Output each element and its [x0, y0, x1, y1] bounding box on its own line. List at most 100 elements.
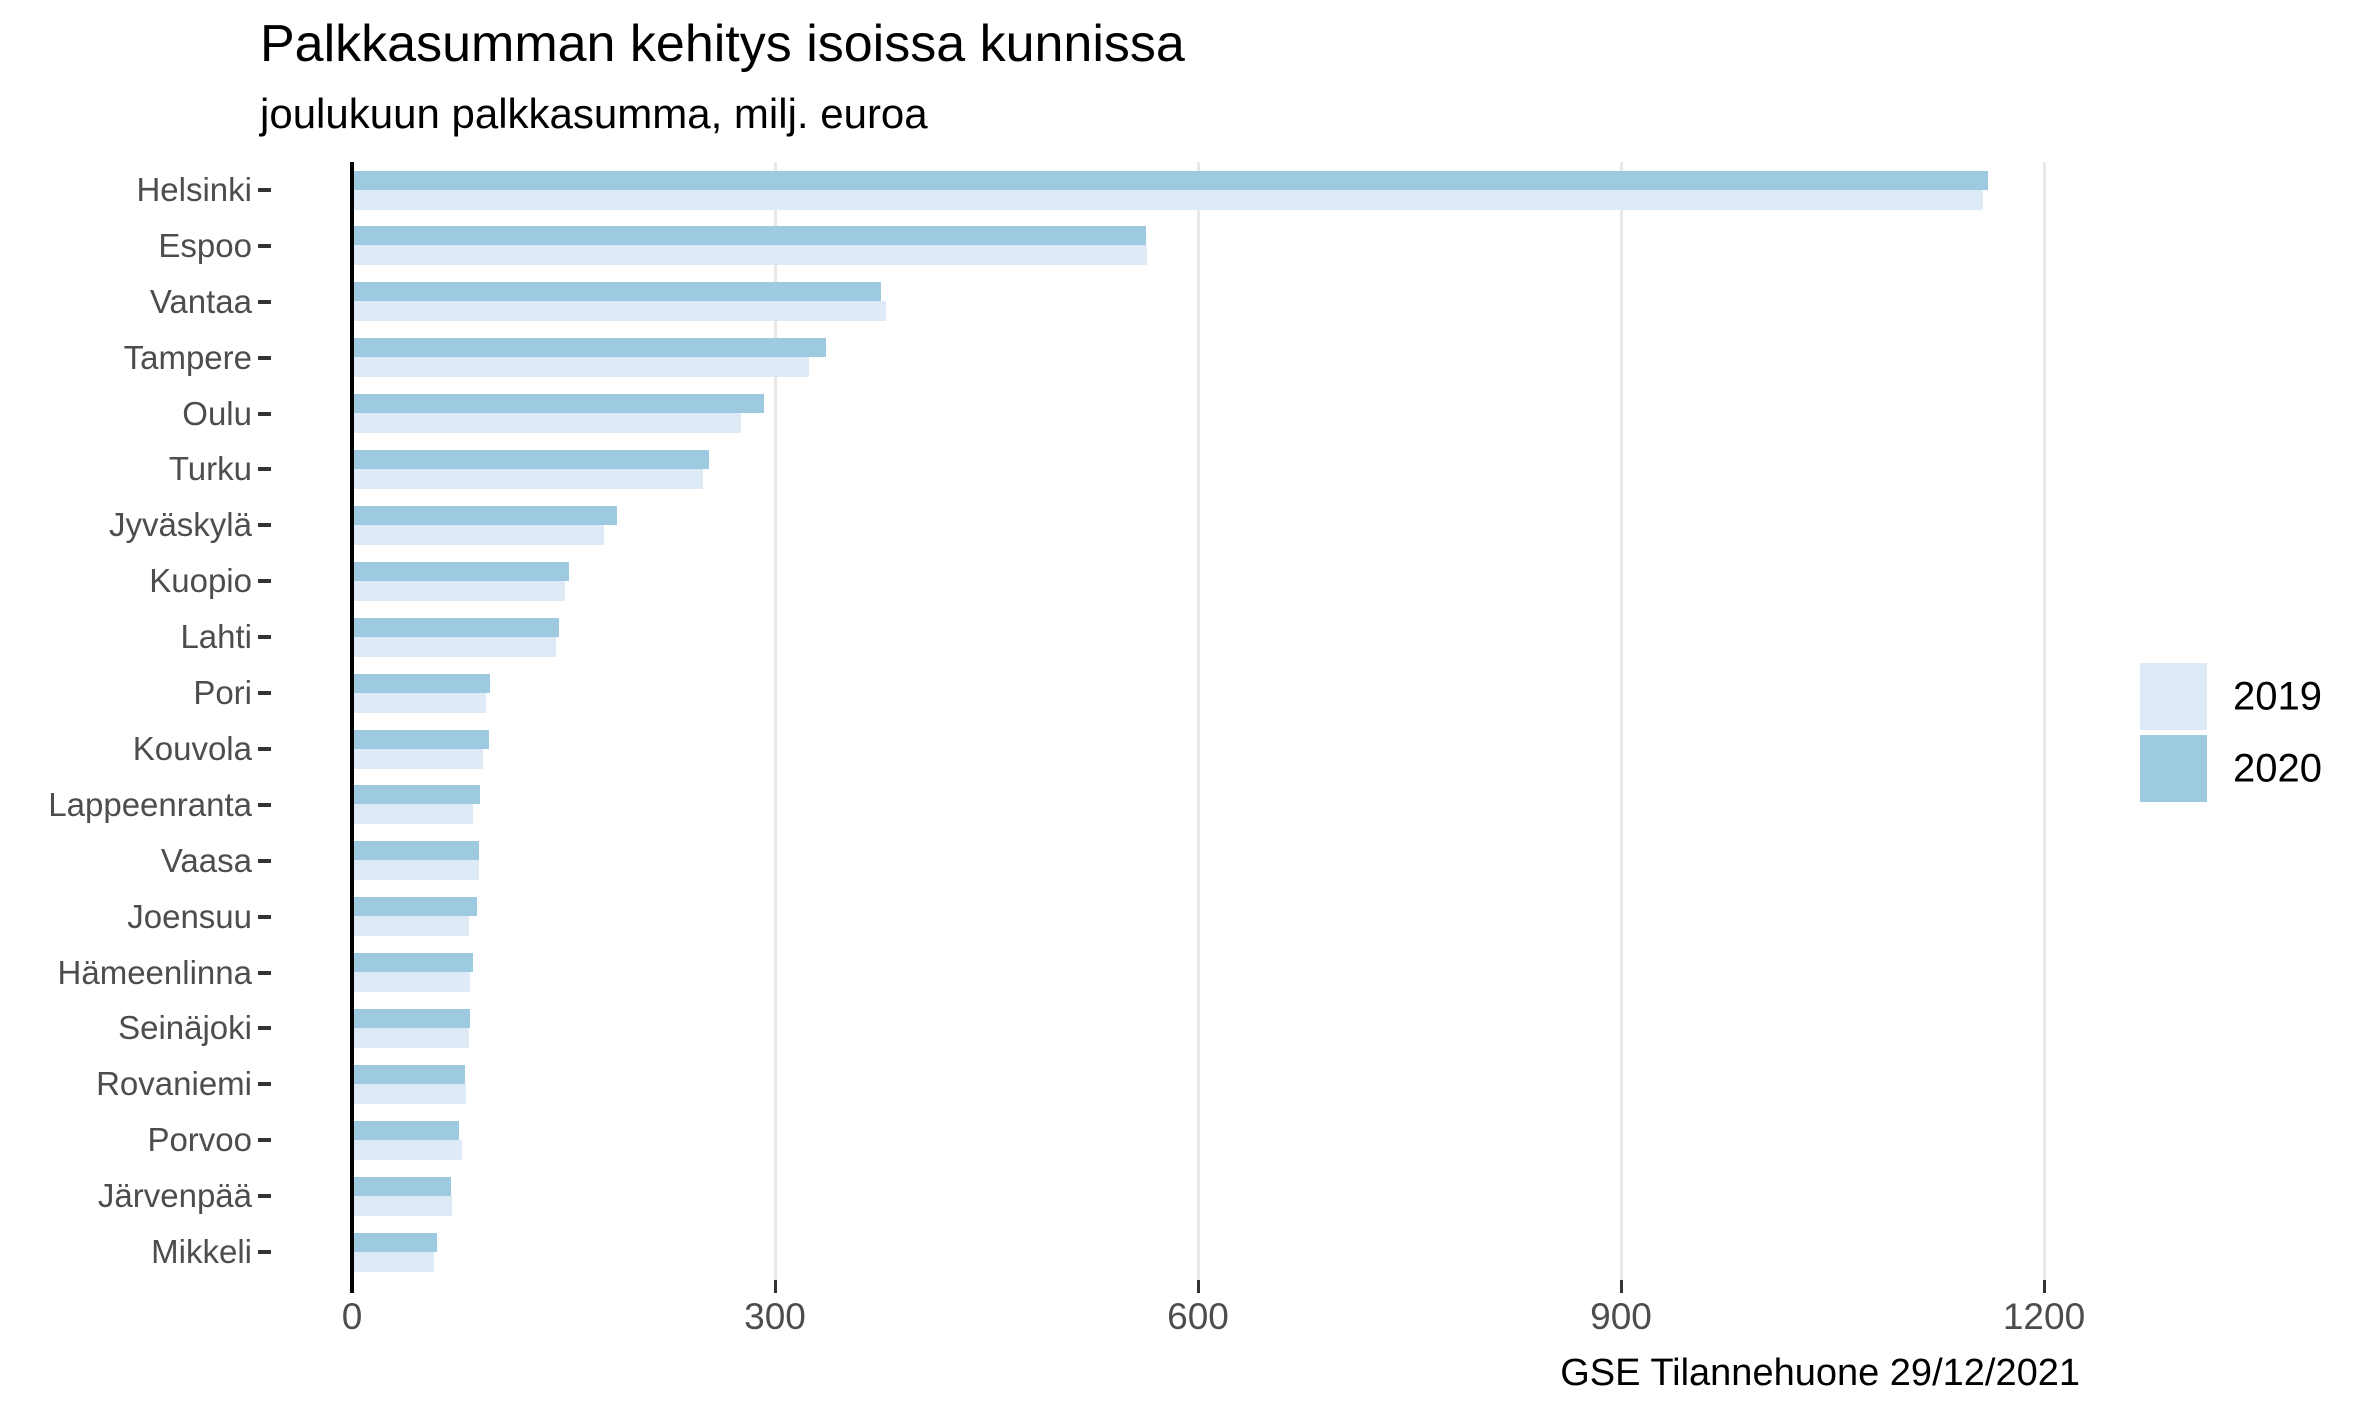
category-label-pori: Pori: [193, 674, 252, 712]
gridline-x-600: [1196, 162, 1200, 1280]
category-label-seinäjoki: Seinäjoki: [118, 1009, 252, 1047]
category-label-hämeenlinna: Hämeenlinna: [57, 953, 252, 991]
zero-axis-line: [350, 162, 354, 1293]
bar-2019-seinäjoki: [352, 1028, 470, 1048]
x-axis-label-900: 900: [1590, 1296, 1652, 1337]
y-axis-tick-rovaniemi: [258, 1082, 271, 1087]
bar-2019-tampere: [352, 357, 809, 378]
category-label-rovaniemi: Rovaniemi: [96, 1065, 252, 1103]
bar-2020-oulu: [352, 394, 764, 414]
category-label-joensuu: Joensuu: [127, 897, 252, 935]
legend-swatch-2019: [2140, 663, 2207, 730]
chart-subtitle: joulukuun palkkasumma, milj. euroa: [260, 90, 928, 137]
bar-2020-vaasa: [352, 841, 479, 861]
bar-2019-kuopio: [352, 580, 565, 601]
x-axis-tick-300: [773, 1280, 777, 1293]
x-axis-label-300: 300: [744, 1296, 806, 1337]
bar-2020-joensuu: [352, 897, 478, 917]
bar-2019-helsinki: [352, 189, 1984, 210]
bar-2020-lahti: [352, 617, 560, 637]
y-axis-tick-porvoo: [258, 1138, 271, 1143]
x-axis-label-0: 0: [341, 1296, 363, 1337]
bar-2019-pori: [352, 692, 486, 713]
bar-2019-joensuu: [352, 916, 470, 937]
bar-2019-vantaa: [352, 301, 887, 322]
y-axis-tick-turku: [258, 467, 271, 472]
y-axis-tick-jyväskylä: [258, 523, 271, 528]
y-axis-tick-lappeenranta: [258, 802, 271, 807]
x-axis-tick-900: [1619, 1280, 1623, 1293]
chart-title: Palkkasumman kehitys isoissa kunnissa: [260, 15, 1185, 73]
category-label-vantaa: Vantaa: [149, 282, 252, 320]
category-label-vaasa: Vaasa: [160, 841, 252, 879]
bar-2019-järvenpää: [352, 1195, 453, 1216]
category-label-jyväskylä: Jyväskylä: [108, 506, 252, 544]
y-axis-tick-kouvola: [258, 746, 271, 751]
y-axis-tick-espoo: [258, 243, 271, 248]
gridline-x-300: [773, 162, 777, 1280]
bar-2019-jyväskylä: [352, 524, 605, 545]
bar-2020-lappeenranta: [352, 785, 481, 805]
bar-2019-oulu: [352, 413, 742, 434]
category-label-järvenpää: Järvenpää: [97, 1177, 252, 1215]
bar-2020-helsinki: [352, 170, 1988, 190]
bar-2019-kouvola: [352, 748, 484, 769]
bar-2020-kuopio: [352, 561, 570, 581]
y-axis-tick-pori: [258, 691, 271, 696]
y-axis-tick-helsinki: [258, 187, 271, 192]
bar-2020-mikkeli: [352, 1232, 437, 1252]
category-label-mikkeli: Mikkeli: [151, 1233, 252, 1271]
bar-2019-vaasa: [352, 860, 479, 881]
category-label-kouvola: Kouvola: [132, 729, 252, 767]
y-axis-tick-oulu: [258, 411, 271, 416]
bar-2020-tampere: [352, 338, 826, 358]
y-axis-tick-vantaa: [258, 299, 271, 304]
category-label-kuopio: Kuopio: [149, 562, 252, 600]
y-axis-tick-tampere: [258, 355, 271, 360]
legend-label-2020: 2020: [2233, 746, 2322, 790]
bar-2020-järvenpää: [352, 1176, 451, 1196]
bar-2020-jyväskylä: [352, 505, 618, 525]
x-axis-label-600: 600: [1167, 1296, 1229, 1337]
bar-2019-lappeenranta: [352, 804, 474, 825]
bar-2019-espoo: [352, 245, 1148, 266]
x-axis-label-1200: 1200: [2002, 1296, 2086, 1337]
bar-2019-lahti: [352, 636, 557, 657]
x-axis-tick-1200: [2042, 1280, 2046, 1293]
y-axis-tick-seinäjoki: [258, 1026, 271, 1031]
bar-2019-porvoo: [352, 1139, 462, 1160]
bar-2020-vantaa: [352, 282, 881, 302]
bar-2019-hämeenlinna: [352, 972, 471, 993]
gridline-x-1200: [2042, 162, 2046, 1280]
category-label-espoo: Espoo: [158, 226, 252, 264]
y-axis-tick-vaasa: [258, 858, 271, 863]
bar-2020-porvoo: [352, 1120, 460, 1140]
category-label-lappeenranta: Lappeenranta: [48, 785, 252, 823]
category-label-turku: Turku: [168, 450, 252, 488]
y-axis-tick-järvenpää: [258, 1194, 271, 1199]
category-label-tampere: Tampere: [123, 338, 252, 376]
category-label-porvoo: Porvoo: [147, 1121, 252, 1159]
x-axis-tick-600: [1196, 1280, 1200, 1293]
bar-2019-mikkeli: [352, 1251, 434, 1272]
bar-2019-turku: [352, 469, 704, 489]
bar-2020-kouvola: [352, 729, 489, 749]
y-axis-tick-joensuu: [258, 914, 271, 919]
plot-panel: [270, 162, 2069, 1280]
y-axis-tick-lahti: [258, 635, 271, 640]
bar-2020-rovaniemi: [352, 1064, 465, 1084]
chart-caption: GSE Tilannehuone 29/12/2021: [1560, 1352, 2080, 1394]
bar-2020-hämeenlinna: [352, 953, 474, 973]
category-label-helsinki: Helsinki: [136, 170, 252, 208]
legend-swatch-2020: [2140, 735, 2207, 802]
category-label-oulu: Oulu: [182, 394, 252, 432]
bar-2019-rovaniemi: [352, 1083, 467, 1104]
y-axis-tick-kuopio: [258, 579, 271, 584]
y-axis-tick-mikkeli: [258, 1250, 271, 1255]
bar-2020-seinäjoki: [352, 1009, 471, 1028]
bar-2020-pori: [352, 673, 491, 693]
category-label-lahti: Lahti: [180, 618, 252, 656]
y-axis-tick-hämeenlinna: [258, 970, 271, 975]
gridline-x-900: [1619, 162, 1623, 1280]
